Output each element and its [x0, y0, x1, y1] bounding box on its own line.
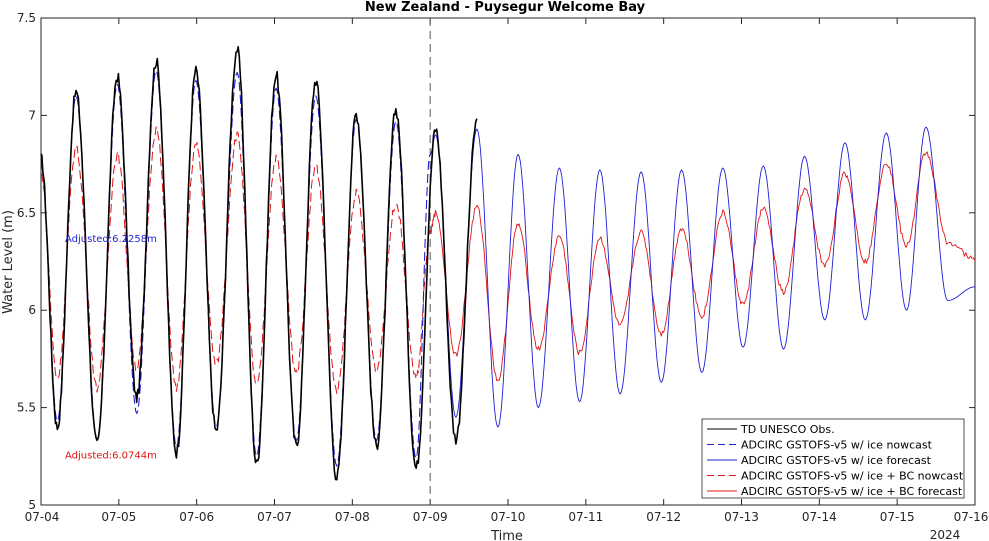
x-tick-label: 07-14 — [802, 510, 837, 524]
y-tick-label: 6.5 — [17, 206, 36, 220]
legend-box — [701, 418, 965, 499]
legend-label-4: ADCIRC GSTOFS-v5 w/ ice + BC forecast — [741, 485, 963, 498]
legend-label-0: TD UNESCO Obs. — [740, 423, 835, 436]
x-tick-label: 07-04 — [25, 510, 60, 524]
legend-label-1: ADCIRC GSTOFS-v5 w/ ice nowcast — [741, 439, 933, 452]
x-tick-label: 07-16 — [954, 510, 989, 524]
x-axis-ticks: 07-04 07-05 07-06 07-07 07-08 07-09 07-10 07-11… — [25, 18, 989, 524]
adjusted-annotation-1: Adjusted:6.0744m — [65, 450, 157, 461]
y-tick-label: 6 — [28, 303, 36, 317]
x-tick-label: 07-09 — [413, 510, 448, 524]
adjusted-annotation-0: Adjusted:6.2258m — [65, 234, 157, 245]
series-layer — [40, 46, 976, 481]
y-tick-label: 7 — [28, 108, 36, 122]
x-tick-label: 07-05 — [101, 510, 136, 524]
x-tick-label: 07-15 — [880, 510, 915, 524]
x-tick-label: 07-13 — [724, 510, 759, 524]
x-tick-label: 07-10 — [491, 510, 526, 524]
series-line-0 — [40, 46, 478, 481]
x-tick-label: 07-06 — [179, 510, 214, 524]
y-axis-ticks: 5 5.5 6 6.5 7 7.5 — [17, 11, 975, 512]
y-tick-label: 7.5 — [17, 11, 36, 25]
legend-label-2: ADCIRC GSTOFS-v5 w/ ice forecast — [741, 454, 932, 467]
y-axis-title: Water Level (m) — [1, 210, 16, 314]
x-tick-label: 07-12 — [646, 510, 681, 524]
plot-area: 55.566.577.5 07-04 07-05 07-06 07-07 07-08 07… — [17, 11, 989, 524]
x-axis-title: Time — [490, 529, 523, 541]
chart-title: New Zealand - Puysegur Welcome Bay — [365, 0, 646, 15]
series-line-2 — [429, 126, 976, 428]
year-label: 2024 — [930, 528, 961, 541]
legend-label-3: ADCIRC GSTOFS-v5 w/ ice + BC nowcast — [741, 470, 964, 483]
y-tick-label: 5.5 — [17, 401, 36, 415]
x-tick-label: 07-11 — [568, 510, 603, 524]
adjusted-annotations: Adjusted:6.2258m Adjusted:6.0744m — [65, 234, 157, 461]
legend: TD UNESCO Obs. ADCIRC GSTOFS-v5 w/ ice no… — [701, 418, 965, 499]
x-tick-label: 07-08 — [335, 510, 370, 524]
series-line-3 — [40, 126, 431, 394]
y-tick-label: 5 — [28, 498, 36, 512]
x-tick-label: 07-07 — [257, 510, 292, 524]
